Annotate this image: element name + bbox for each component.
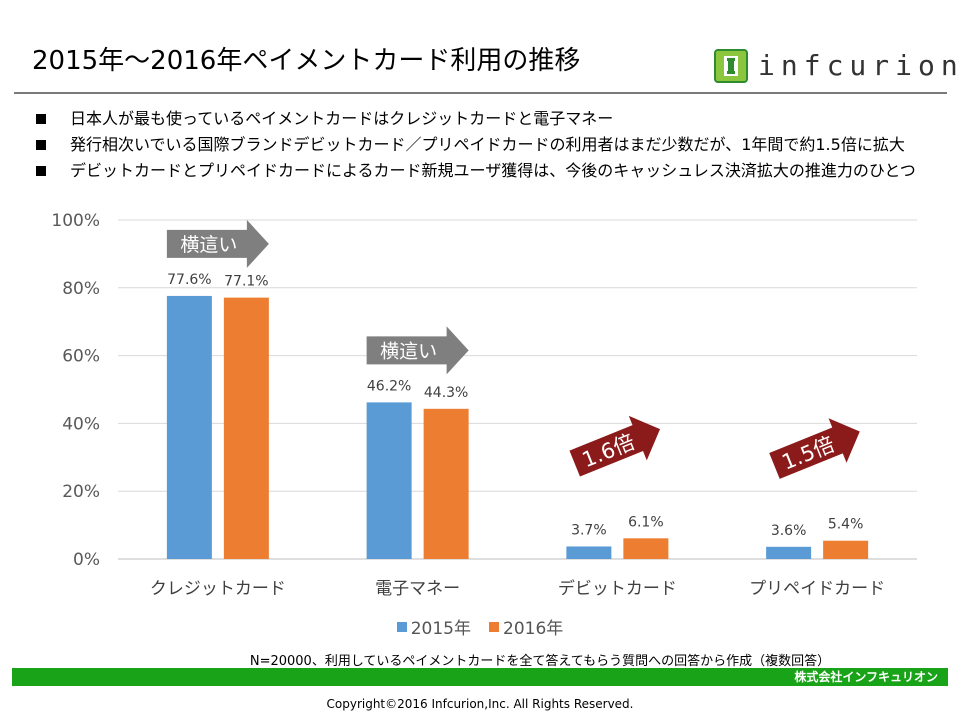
- arrow-shape-icon: [569, 415, 661, 477]
- trend-label: 横這い: [180, 234, 237, 256]
- logo-text: infcurion: [758, 49, 960, 82]
- title-divider: [14, 92, 947, 94]
- bar-2015年-1: [366, 402, 412, 559]
- y-tick-label: 20%: [62, 482, 100, 502]
- bullet-item: 発行相次いでいる国際ブランドデビットカード／プリペイドカードの利用者はまだ少数だ…: [36, 132, 916, 158]
- data-label: 5.4%: [828, 517, 864, 533]
- y-tick-label: 40%: [62, 414, 100, 434]
- legend-item-2015: 2015年: [396, 614, 471, 639]
- trend-arrow-up: 1.6倍: [569, 415, 661, 477]
- bar-2016年-1: [423, 408, 469, 559]
- company-name: 株式会社インフキュリオン: [794, 670, 938, 684]
- data-label: 3.6%: [771, 523, 807, 539]
- logo-icon: [714, 49, 748, 83]
- bar-2016年-3: [823, 540, 869, 559]
- bullet-text: デビットカードとプリペイドカードによるカード新規ユーザ獲得は、今後のキャッシュレ…: [70, 161, 916, 180]
- trend-arrow-flat: 横這い: [166, 219, 269, 268]
- bullet-list: 日本人が最も使っているペイメントカードはクレジットカードと電子マネー 発行相次い…: [36, 106, 916, 184]
- bar-2016年-0: [223, 297, 269, 559]
- chart-legend: 2015年 2016年: [0, 614, 960, 639]
- arrow-shape-icon: [769, 418, 860, 479]
- bar-2015年-2: [566, 546, 612, 559]
- legend-label-2016: 2016年: [503, 619, 564, 639]
- page-title: 2015年～2016年ペイメントカード利用の推移: [32, 46, 581, 76]
- trend-label: 横這い: [380, 340, 437, 362]
- trend-arrow-flat: 横這い: [366, 326, 469, 375]
- legend-swatch-2015: [396, 621, 407, 632]
- data-label: 77.6%: [167, 272, 211, 288]
- x-tick-label: プリペイドカード: [749, 579, 885, 599]
- legend-item-2016: 2016年: [489, 614, 563, 639]
- trend-arrow-up: 1.5倍: [769, 418, 860, 479]
- y-tick-label: 80%: [62, 279, 100, 299]
- bullet-item: 日本人が最も使っているペイメントカードはクレジットカードと電子マネー: [36, 106, 916, 132]
- x-tick-label: デビットカード: [558, 578, 677, 599]
- y-tick-label: 0%: [73, 550, 100, 570]
- bar-2016年-2: [623, 538, 669, 559]
- y-tick-label: 100%: [51, 211, 100, 231]
- data-label: 6.1%: [628, 514, 664, 530]
- survey-note: N=20000、利用しているペイメントカードを全て答えてもらう質問への回答から作…: [249, 654, 831, 669]
- copyright: Copyright©2016 Infcurion,Inc. All Rights…: [326, 697, 634, 711]
- data-label: 3.7%: [571, 522, 607, 538]
- x-tick-label: 電子マネー: [375, 579, 460, 599]
- footer-band: [12, 668, 948, 686]
- square-bullet-icon: [36, 114, 46, 124]
- bullet-text: 日本人が最も使っているペイメントカードはクレジットカードと電子マネー: [70, 109, 614, 128]
- bar-2015年-0: [166, 295, 212, 559]
- data-label: 44.3%: [424, 385, 468, 401]
- arrow-shape-icon: [166, 219, 269, 268]
- bullet-text: 発行相次いでいる国際ブランドデビットカード／プリペイドカードの利用者はまだ少数だ…: [70, 135, 905, 154]
- legend-label-2015: 2015年: [410, 619, 471, 639]
- arrow-shape-icon: [366, 326, 469, 375]
- bar-2015年-3: [766, 546, 812, 559]
- bullet-item: デビットカードとプリペイドカードによるカード新規ユーザ獲得は、今後のキャッシュレ…: [36, 158, 916, 184]
- legend-swatch-2016: [489, 621, 499, 632]
- data-label: 77.1%: [224, 274, 268, 290]
- square-bullet-icon: [36, 166, 46, 176]
- bar-chart: 0% 20% 40% 60% 80% 100% 77.6% 77.1% クレジットカード 46.2…: [51, 211, 917, 599]
- y-tick-label: 60%: [62, 347, 100, 367]
- data-label: 46.2%: [367, 378, 411, 394]
- x-tick-label: クレジットカード: [150, 579, 286, 599]
- company-logo: infcurion: [714, 48, 960, 84]
- square-bullet-icon: [36, 140, 46, 150]
